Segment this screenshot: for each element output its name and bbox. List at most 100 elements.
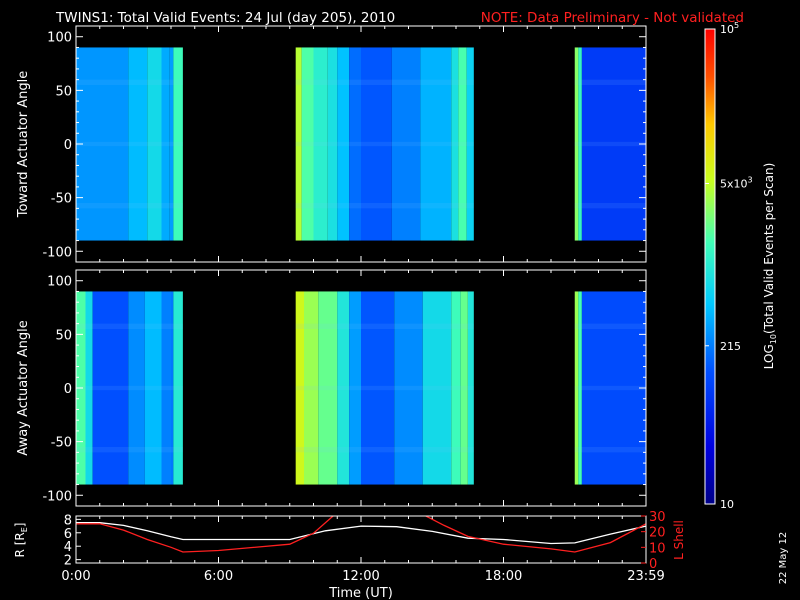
heatmap-texture [76,447,183,453]
toward-angle-ylabel: Toward Actuator Angle [16,71,31,218]
heatmap-band [304,291,319,485]
heatmap-band [574,291,579,485]
heatmap-band [313,47,328,241]
heatmap-band [467,291,474,485]
radius-ylabel: R [RE] [13,523,29,558]
y-tick-label: -100 [42,245,72,260]
lshell-series-line [76,516,646,553]
y-tick-label: 50 [55,84,72,99]
colorbar-tick-label: 10 [720,498,734,511]
heatmap-band [349,291,361,485]
heatmap-band [337,291,350,485]
heatmap-texture [574,79,646,85]
heatmap-band [301,47,314,241]
y-tick-label: -50 [51,192,72,207]
heatmap-texture [574,141,646,147]
x-tick-label: 6:00 [204,569,233,584]
heatmap-band [173,47,183,241]
x-tick-label: 23:59 [627,569,664,584]
y-tick-label: 100 [47,275,72,290]
heatmap-texture [76,323,183,329]
y-tick-label: 50 [55,328,72,343]
radius-series-line [76,522,646,545]
heatmap-band [92,291,129,485]
heatmap-band [451,47,459,241]
heatmap-texture [295,385,474,391]
heatmap-band [147,47,162,241]
heatmap-texture [295,203,474,209]
y-tick-label: -100 [42,489,72,504]
heatmap-band [173,291,183,485]
heatmap-band [318,291,338,485]
heatmap-texture [76,385,183,391]
away-angle-panel: -100 -50 0 50 100 [42,269,647,507]
heatmap-band [128,291,145,485]
heatmap-band [144,291,162,485]
heatmap-texture [574,323,646,329]
y-tick-label: 2 [64,554,72,569]
heatmap-texture [295,79,474,85]
heatmap-band [578,291,582,485]
heatmap-band [171,291,174,485]
away-angle-ylabel: Away Actuator Angle [16,320,31,455]
heatmap-band [295,47,302,241]
heatmap-band [337,47,350,241]
heatmap-band [169,47,174,241]
date-stamp: 22 May 12 [778,532,789,584]
x-tick-label: 12:00 [342,569,379,584]
colorbar-ramp [705,29,715,504]
heatmap-band [466,47,474,241]
heatmap-texture [295,141,474,147]
heatmap-band [361,47,392,241]
y2-tick-label: 0 [649,557,657,572]
heatmap-texture [295,447,474,453]
heatmap-texture [574,203,646,209]
heatmap-texture [76,79,183,85]
y-tick-label: 4 [64,540,72,555]
preliminary-note: NOTE: Data Preliminary - Not validated [481,10,744,26]
heatmap-texture [574,385,646,391]
heatmap-band [574,47,579,241]
heatmap-band [128,47,148,241]
heatmap-band [422,291,452,485]
heatmap-band [578,47,582,241]
heatmap-band [161,47,170,241]
toward-angle-panel: -100 -50 0 50 100 [42,25,647,263]
heatmap-band [460,291,468,485]
colorbar-label: LOG10(Total Valid Events per Scan) [762,163,778,370]
heatmap-band [451,291,461,485]
heatmap-band [295,291,304,485]
heatmap-band [420,47,452,241]
lshell-ylabel: L Shell [672,520,686,560]
y2-tick-label: 20 [649,526,666,541]
y-tick-label: 8 [64,513,72,528]
time-xlabel: Time (UT) [328,586,393,600]
y-tick-label: 100 [47,31,72,46]
heatmap-band [161,291,171,485]
figure-title: TWINS1: Total Valid Events: 24 Jul (day … [55,10,395,26]
heatmap-texture [76,203,183,209]
heatmap-band [581,291,646,485]
heatmap-band [349,47,361,241]
heatmap-band [76,47,129,241]
heatmap-band [394,291,423,485]
y-tick-label: -50 [51,436,72,451]
heatmap-texture [76,141,183,147]
y-tick-label: 6 [64,527,72,542]
heatmap-band [581,47,646,241]
colorbar-tick-label: 105 [720,21,739,36]
heatmap-band [85,291,93,485]
y-tick-label: 0 [64,382,72,397]
colorbar-tick-label: 215 [720,340,741,353]
heatmap-band [361,291,395,485]
heatmap-band [327,47,338,241]
x-tick-label: 18:00 [485,569,522,584]
colorbar: 105 5x103 215 10 LOG10(Total Valid Events p… [704,21,778,511]
heatmap-texture [574,447,646,453]
x-tick-label: 0:00 [61,569,90,584]
y2-tick-label: 10 [649,541,666,556]
heatmap-band [458,47,467,241]
y2-tick-label: 30 [649,510,666,525]
